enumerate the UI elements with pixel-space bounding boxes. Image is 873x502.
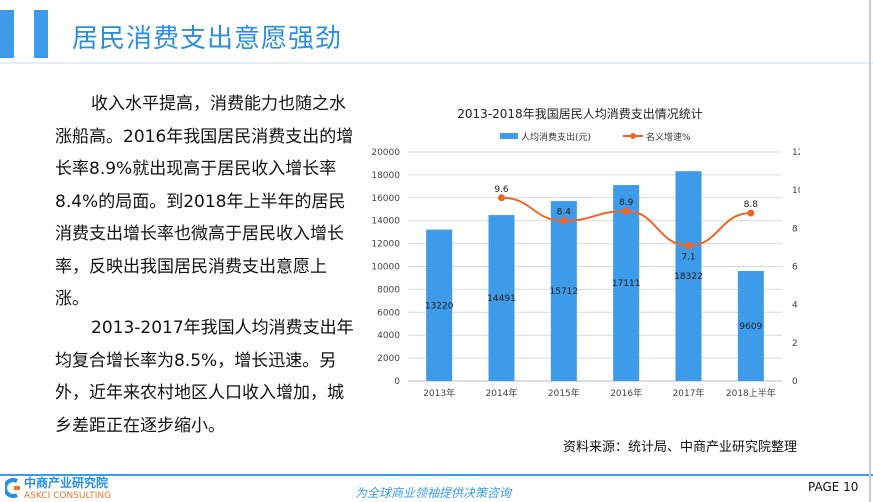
y2-tick-label: 4 xyxy=(792,301,798,311)
header-accent-left xyxy=(0,10,14,58)
paragraph-1-text: 收入水平提高，消费能力也随之水涨船高。2016年我国居民消费支出的增长率8.9%… xyxy=(55,94,354,309)
bar-data-label: 9609 xyxy=(739,322,762,332)
x-tick-label: 2016年 xyxy=(610,387,642,399)
growth-point xyxy=(747,209,755,217)
bar-2013年 xyxy=(426,229,453,381)
x-tick-label: 2018上半年 xyxy=(726,387,776,399)
growth-data-label: 7.1 xyxy=(681,253,695,263)
legend-bar-swatch xyxy=(500,133,518,139)
x-tick-label: 2013年 xyxy=(423,387,455,399)
legend-line-marker xyxy=(630,133,636,139)
y-tick-label: 16000 xyxy=(371,194,400,204)
page-number: PAGE 10 xyxy=(808,480,859,494)
y2-tick-label: 10 xyxy=(792,186,800,196)
bar-data-label: 18322 xyxy=(674,272,703,282)
paragraph-2: 2013-2017年我国人均消费支出年均复合增长率为8.5%，增长迅速。另外，近… xyxy=(55,312,355,442)
y2-tick-label: 2 xyxy=(792,339,798,349)
header-divider xyxy=(0,62,873,64)
growth-data-label: 8.9 xyxy=(619,198,634,208)
y2-tick-label: 8 xyxy=(792,224,798,234)
y2-tick-label: 12 xyxy=(792,148,800,158)
footer-divider xyxy=(0,474,873,476)
logo: 中商产业研究院 ASKCI CONSULTING xyxy=(5,474,111,501)
bar-2017年 xyxy=(675,171,702,381)
y-tick-label: 0 xyxy=(394,377,400,387)
y2-tick-label: 0 xyxy=(792,377,798,387)
y2-tick-label: 6 xyxy=(792,263,798,273)
growth-data-label: 9.6 xyxy=(494,185,509,195)
source-note: 资料来源：统计局、中商产业研究院整理 xyxy=(563,440,798,455)
slogan: 为全球商业领袖提供决策咨询 xyxy=(355,486,512,500)
logo-name: 中商产业研究院 xyxy=(24,476,109,490)
growth-point xyxy=(560,217,568,225)
bar-2015年 xyxy=(550,201,577,381)
x-tick-label: 2015年 xyxy=(548,387,580,399)
chart-title: 2013-2018年我国居民人均消费支出情况统计 xyxy=(457,107,702,121)
y-tick-label: 18000 xyxy=(371,171,400,181)
y-tick-label: 12000 xyxy=(371,240,400,250)
bar-2014年 xyxy=(488,215,515,381)
y-tick-label: 14000 xyxy=(371,217,400,227)
page-title: 居民消费支出意愿强劲 xyxy=(72,24,343,54)
legend-line-label: 名义增速% xyxy=(646,131,691,143)
bar-2018上半年 xyxy=(737,270,764,381)
bar-2016年 xyxy=(613,185,640,381)
paragraph-1: 收入水平提高，消费能力也随之水涨船高。2016年我国居民消费支出的增长率8.9%… xyxy=(55,88,355,316)
growth-data-label: 8.4 xyxy=(557,208,572,218)
x-tick-label: 2014年 xyxy=(486,387,518,399)
y-tick-label: 10000 xyxy=(371,263,400,273)
y-tick-label: 8000 xyxy=(377,285,400,295)
growth-point xyxy=(685,242,692,250)
legend-bar-label: 人均消费支出(元) xyxy=(521,131,591,143)
bar-data-label: 15712 xyxy=(550,287,579,297)
growth-data-label: 8.8 xyxy=(744,200,759,210)
x-tick-label: 2017年 xyxy=(673,387,705,399)
paragraph-2-text: 2013-2017年我国人均消费支出年均复合增长率为8.5%，增长迅速。另外，近… xyxy=(55,318,354,436)
growth-point xyxy=(622,207,630,215)
logo-icon xyxy=(5,477,20,498)
bar-data-label: 13220 xyxy=(425,301,454,311)
y-tick-label: 20000 xyxy=(371,148,400,158)
right-border xyxy=(869,0,871,502)
header-accent xyxy=(34,10,48,58)
logo-english: ASKCI CONSULTING xyxy=(24,491,112,501)
y-tick-label: 6000 xyxy=(377,308,400,318)
bar-data-label: 17111 xyxy=(612,279,641,289)
y-tick-label: 2000 xyxy=(377,354,400,364)
bar-data-label: 14491 xyxy=(487,294,516,304)
growth-point xyxy=(498,194,505,202)
y-tick-label: 4000 xyxy=(377,331,400,341)
